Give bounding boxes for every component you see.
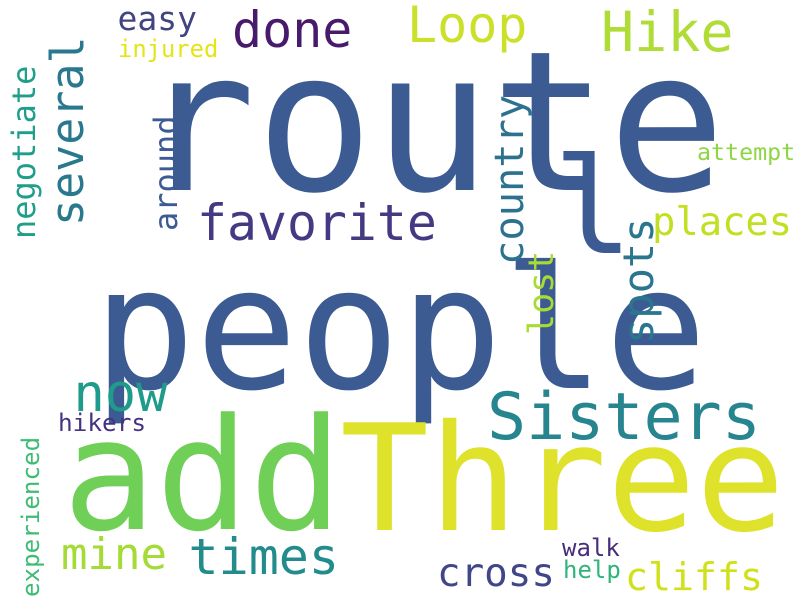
- word-people: people: [93, 231, 708, 429]
- word-lost: lost: [522, 250, 562, 335]
- word-add: add: [62, 385, 343, 566]
- word-now: now: [73, 364, 168, 424]
- word-hikers: hikers: [58, 407, 147, 437]
- word-favorite: favorite: [197, 194, 437, 252]
- word-cross: cross: [437, 550, 555, 596]
- word-places: places: [652, 199, 793, 245]
- word-cliffs: cliffs: [625, 556, 763, 600]
- word-around: around: [147, 114, 185, 231]
- word-done: done: [232, 1, 353, 59]
- word-easy: easy: [117, 0, 197, 38]
- word-several: several: [41, 36, 94, 226]
- word-injured: injured: [118, 34, 219, 63]
- word-route: route: [138, 9, 726, 236]
- word-mine: mine: [61, 529, 167, 580]
- word-hike: Hike: [601, 0, 734, 64]
- word-attempt: attempt: [697, 138, 796, 166]
- word-walk: walk: [562, 534, 620, 562]
- word-experienced: experienced: [17, 436, 45, 597]
- word-l: l: [553, 130, 634, 285]
- word-loop: Loop: [407, 0, 528, 54]
- word-three: Three: [340, 393, 785, 565]
- word-help: help: [563, 556, 621, 584]
- word-negotiate: negotiate: [5, 65, 43, 239]
- word-times: times: [188, 528, 340, 586]
- word-sisters: Sisters: [487, 380, 761, 455]
- word-country: country: [485, 94, 533, 265]
